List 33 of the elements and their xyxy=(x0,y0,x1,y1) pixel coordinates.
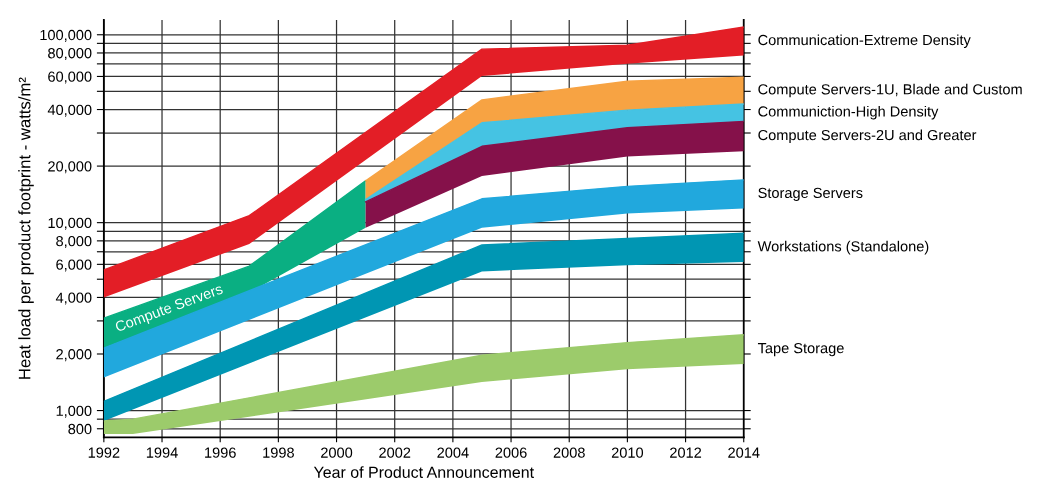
y-tick-label: 60,000 xyxy=(48,71,92,84)
x-tick-label: 2004 xyxy=(437,447,469,458)
y-axis-title: Heat load per product footprint - watts/m² xyxy=(18,77,34,379)
series-label: Communiction-High Density xyxy=(758,105,939,120)
y-tick-label: 6,000 xyxy=(56,259,92,272)
y-tick-label: 1,000 xyxy=(56,405,92,418)
x-axis-title: Year of Product Announcement xyxy=(313,466,534,478)
series-label: Compute Servers-1U, Blade and Custom xyxy=(758,83,1022,98)
y-tick-label: 40,000 xyxy=(47,104,92,117)
x-tick-label: 1994 xyxy=(146,447,178,458)
y-tick-label: 800 xyxy=(68,423,92,435)
series-label: Tape Storage xyxy=(757,342,844,357)
y-tick-label: 20,000 xyxy=(48,161,92,174)
y-tick-label: 8,000 xyxy=(56,235,92,249)
series-label: Workstations (Standalone) xyxy=(757,240,929,255)
series-label: Compute Servers-2U and Greater xyxy=(758,129,977,144)
series-label: Storage Servers xyxy=(758,187,863,201)
x-tick-label: 2006 xyxy=(495,447,527,458)
x-tick-label: 2002 xyxy=(379,447,411,458)
x-tick-label: 2012 xyxy=(670,447,702,458)
x-tick-label: 2008 xyxy=(553,447,585,458)
x-tick-label: 2000 xyxy=(321,447,353,458)
series-label: Communication-Extreme Density xyxy=(758,34,971,49)
x-tick-label: 1992 xyxy=(88,447,120,458)
x-tick-label: 2014 xyxy=(728,447,760,458)
y-tick-label: 10,000 xyxy=(48,217,92,230)
x-tick-label: 2010 xyxy=(611,447,644,458)
y-tick-label: 80,000 xyxy=(48,48,92,61)
x-tick-label: 1998 xyxy=(263,447,294,458)
y-tick-label: 4,000 xyxy=(55,292,92,305)
y-tick-label: 100,000 xyxy=(40,29,92,42)
x-tick-label: 1996 xyxy=(205,447,236,458)
y-tick-label: 2,000 xyxy=(56,349,92,362)
